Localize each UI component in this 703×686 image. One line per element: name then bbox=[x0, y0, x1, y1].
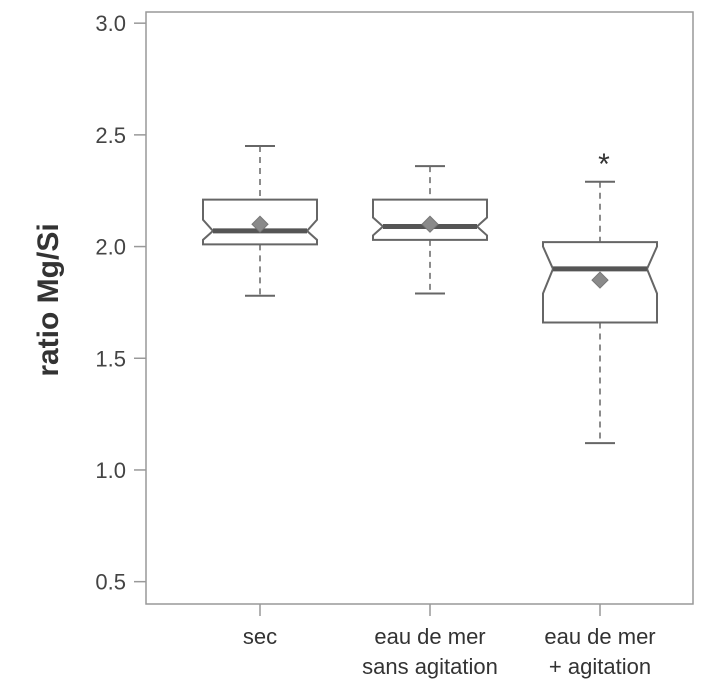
y-tick-label: 2.5 bbox=[95, 123, 126, 148]
box-group bbox=[202, 145, 318, 297]
y-tick-label: 1.0 bbox=[95, 458, 126, 483]
box-series: * bbox=[202, 145, 658, 445]
category-label-line: sec bbox=[243, 624, 277, 649]
y-axis-title: ratio Mg/Si bbox=[32, 223, 65, 376]
x-category-label: eau de mer + agitation bbox=[544, 624, 655, 679]
y-tick-label: 3.0 bbox=[95, 11, 126, 36]
mean-marker bbox=[421, 215, 439, 233]
y-tick-label: 0.5 bbox=[95, 570, 126, 595]
y-axis: 3.0 2.5 2.0 1.5 1.0 0.5 bbox=[95, 11, 146, 595]
y-tick-label: 2.0 bbox=[95, 235, 126, 260]
mean-marker bbox=[591, 271, 609, 289]
category-label-line: + agitation bbox=[549, 654, 651, 679]
category-label-line: eau de mer bbox=[374, 624, 485, 649]
x-category-label: sec bbox=[243, 624, 277, 649]
box-group bbox=[372, 165, 488, 295]
category-label-line: sans agitation bbox=[362, 654, 498, 679]
plot-frame bbox=[145, 11, 694, 605]
x-axis: sec eau de mer sans agitation eau de mer + a… bbox=[243, 604, 656, 679]
x-category-label: eau de mer sans agitation bbox=[362, 624, 498, 679]
category-label-line: eau de mer bbox=[544, 624, 655, 649]
y-tick-label: 1.5 bbox=[95, 346, 126, 371]
significance-marker: * bbox=[598, 148, 610, 181]
box-group: * bbox=[542, 148, 658, 445]
mean-marker bbox=[251, 215, 269, 233]
